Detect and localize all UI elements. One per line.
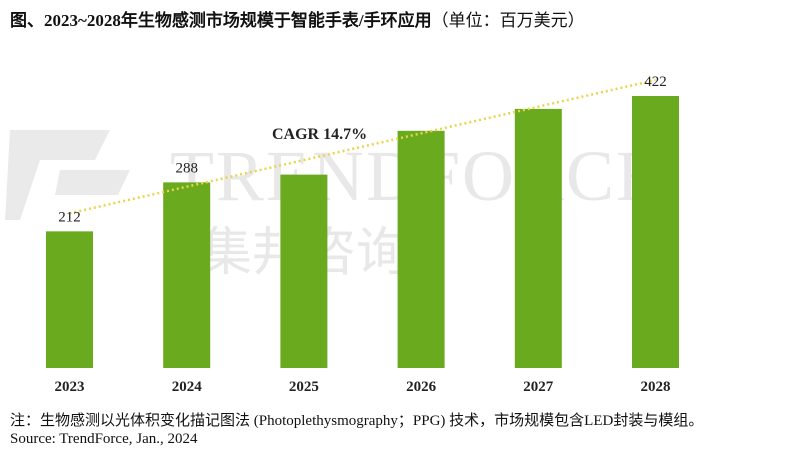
cagr-trendline (69, 78, 656, 215)
x-tick-label: 2023 (55, 379, 85, 395)
x-tick-label: 2026 (406, 379, 437, 395)
x-tick-label: 2027 (523, 379, 554, 395)
cagr-annotation: CAGR 14.7% (272, 126, 367, 143)
bar-chart: TRENDFORCE 集邦咨询 202321220242882025202620… (5, 74, 679, 395)
x-tick-label: 2025 (289, 379, 319, 395)
bar-2025 (280, 174, 328, 368)
bar-2027 (514, 108, 562, 369)
chart-title: 图、2023~2028年生物感测市场规模于智能手表/手环应用（单位：百万美元） (10, 6, 585, 31)
x-tick-label: 2024 (172, 379, 203, 395)
data-label-2024: 288 (175, 160, 198, 176)
footnote: 注：生物感测以光体积变化描记图法 (Photoplethysmography；P… (10, 413, 704, 429)
title-text: 图、2023~2028年生物感测市场规模于智能手表/手环应用 (10, 11, 432, 30)
x-tick-label: 2028 (641, 379, 671, 395)
bar-2028 (632, 96, 679, 368)
bar-2026 (397, 130, 445, 368)
data-label-2028: 422 (644, 74, 667, 90)
source-text: Source: TrendForce, Jan., 2024 (10, 431, 198, 447)
bar-2023 (46, 231, 93, 368)
data-label-2023: 212 (58, 209, 81, 225)
unit-text: （单位：百万美元） (431, 11, 585, 30)
bar-2024 (163, 182, 211, 368)
